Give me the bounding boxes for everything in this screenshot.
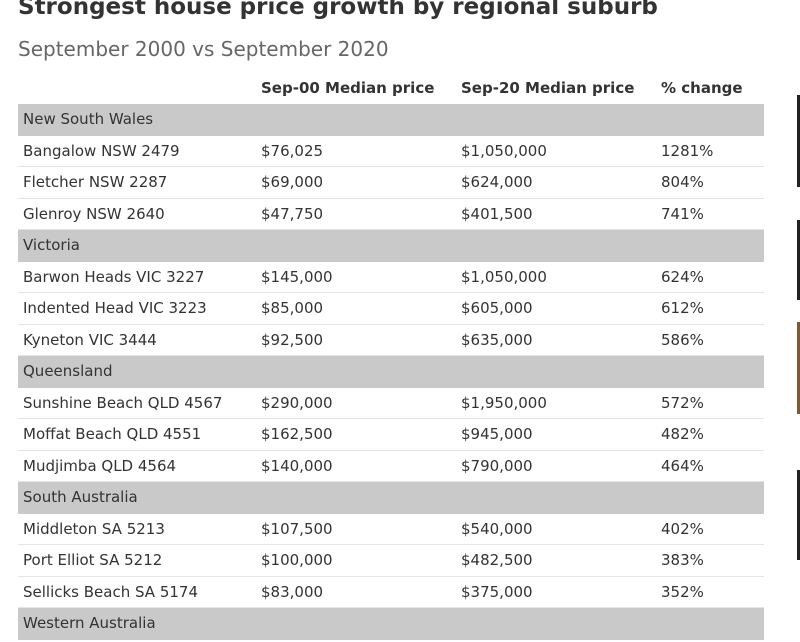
data-row: Kyneton VIC 3444 $92,500 $635,000 586%: [18, 325, 764, 356]
table-cell: Fletcher NSW 2287: [23, 173, 168, 191]
edge-sliver: [797, 470, 800, 560]
group-label: Victoria: [23, 236, 80, 254]
table-cell: 612%: [661, 299, 704, 317]
table-cell: $76,025: [261, 141, 324, 160]
table-cell: $401,500: [461, 204, 533, 223]
table-cell: Bangalow NSW 2479: [23, 141, 180, 160]
header-row: Sep-00 Median price Sep-20 Median price % …: [18, 73, 764, 104]
table: Sep-00 Median price Sep-20 Median price % …: [18, 73, 764, 640]
table-cell: $107,500: [261, 519, 333, 538]
group-label: New South Wales: [23, 110, 154, 128]
table-cell: Middleton SA 5213: [23, 519, 165, 538]
data-row: Mudjimba QLD 4564 $140,000 $790,000 464%: [18, 451, 764, 482]
table-cell: $83,000: [261, 582, 324, 601]
table-cell: 572%: [661, 393, 704, 412]
table-cell: $69,000: [261, 173, 324, 191]
table-cell: $140,000: [261, 456, 333, 475]
table-cell: 741%: [661, 204, 704, 223]
table-cell: $482,500: [461, 551, 533, 569]
edge-sliver: [797, 220, 800, 300]
table-cell: $790,000: [461, 456, 533, 475]
data-row: Bangalow NSW 2479 $76,025 $1,050,000 1281%: [18, 136, 764, 167]
table-cell: $145,000: [261, 267, 333, 286]
table-cell: Sellicks Beach SA 5174: [23, 582, 199, 601]
column-header: Sep-20 Median price: [461, 79, 635, 97]
title: Strongest house price growth by regional…: [18, 0, 658, 20]
table-cell: 383%: [661, 551, 704, 569]
table-cell: $92,500: [261, 330, 324, 349]
table-cell: Mudjimba QLD 4564: [23, 456, 177, 475]
table-cell: Kyneton VIC 3444: [23, 330, 157, 349]
table-cell: $162,500: [261, 425, 333, 443]
table-cell: $375,000: [461, 582, 533, 601]
data-row: Sellicks Beach SA 5174 $83,000 $375,000 352…: [18, 577, 764, 608]
subtitle: September 2000 vs September 2020: [18, 37, 389, 61]
table-cell: $85,000: [261, 299, 324, 317]
table-cell: $945,000: [461, 425, 533, 443]
group-row: Victoria: [18, 230, 764, 262]
table-cell: $624,000: [461, 173, 533, 191]
table-cell: $540,000: [461, 519, 533, 538]
table-cell: $290,000: [261, 393, 333, 412]
group-label: Western Australia: [23, 614, 156, 632]
table-cell: 624%: [661, 267, 704, 286]
table-cell: Port Elliot SA 5212: [23, 551, 163, 569]
data-row: Sunshine Beach QLD 4567 $290,000 $1,950,00…: [18, 388, 764, 419]
data-row: Moffat Beach QLD 4551 $162,500 $945,000 482…: [18, 419, 764, 451]
table-cell: 804%: [661, 173, 704, 191]
data-row: Fletcher NSW 2287 $69,000 $624,000 804%: [18, 167, 764, 199]
table-cell: 586%: [661, 330, 704, 349]
table-cell: $605,000: [461, 299, 533, 317]
table-cell: 402%: [661, 519, 704, 538]
table-cell: 1281%: [661, 141, 714, 160]
table-cell: $635,000: [461, 330, 533, 349]
table-cell: 464%: [661, 456, 704, 475]
table-cell: $1,950,000: [461, 393, 547, 412]
table-cell: Indented Head VIC 3223: [23, 299, 207, 317]
group-row: New South Wales: [18, 104, 764, 136]
group-row: South Australia: [18, 482, 764, 514]
data-row: Port Elliot SA 5212 $100,000 $482,500 383%: [18, 545, 764, 577]
data-row: Middleton SA 5213 $107,500 $540,000 402%: [18, 514, 764, 545]
table-cell: Moffat Beach QLD 4551: [23, 425, 202, 443]
table-cell: $100,000: [261, 551, 333, 569]
table-cell: Sunshine Beach QLD 4567: [23, 393, 223, 412]
table-cell: $1,050,000: [461, 267, 547, 286]
group-label: South Australia: [23, 488, 138, 506]
table-cell: $47,750: [261, 204, 324, 223]
edge-sliver: [797, 322, 800, 414]
column-header: Sep-00 Median price: [261, 79, 435, 97]
table-cell: 482%: [661, 425, 704, 443]
table-cell: Barwon Heads VIC 3227: [23, 267, 205, 286]
data-row: Glenroy NSW 2640 $47,750 $401,500 741%: [18, 199, 764, 230]
column-header: % change: [661, 79, 743, 97]
data-row: Indented Head VIC 3223 $85,000 $605,000 612…: [18, 293, 764, 325]
table-cell: 352%: [661, 582, 704, 601]
table-cell: $1,050,000: [461, 141, 547, 160]
table-cell: Glenroy NSW 2640: [23, 204, 165, 223]
group-label: Queensland: [23, 362, 113, 380]
data-row: Barwon Heads VIC 3227 $145,000 $1,050,000 6…: [18, 262, 764, 293]
group-row: Western Australia: [18, 608, 764, 640]
edge-sliver: [797, 95, 800, 187]
group-row: Queensland: [18, 356, 764, 388]
